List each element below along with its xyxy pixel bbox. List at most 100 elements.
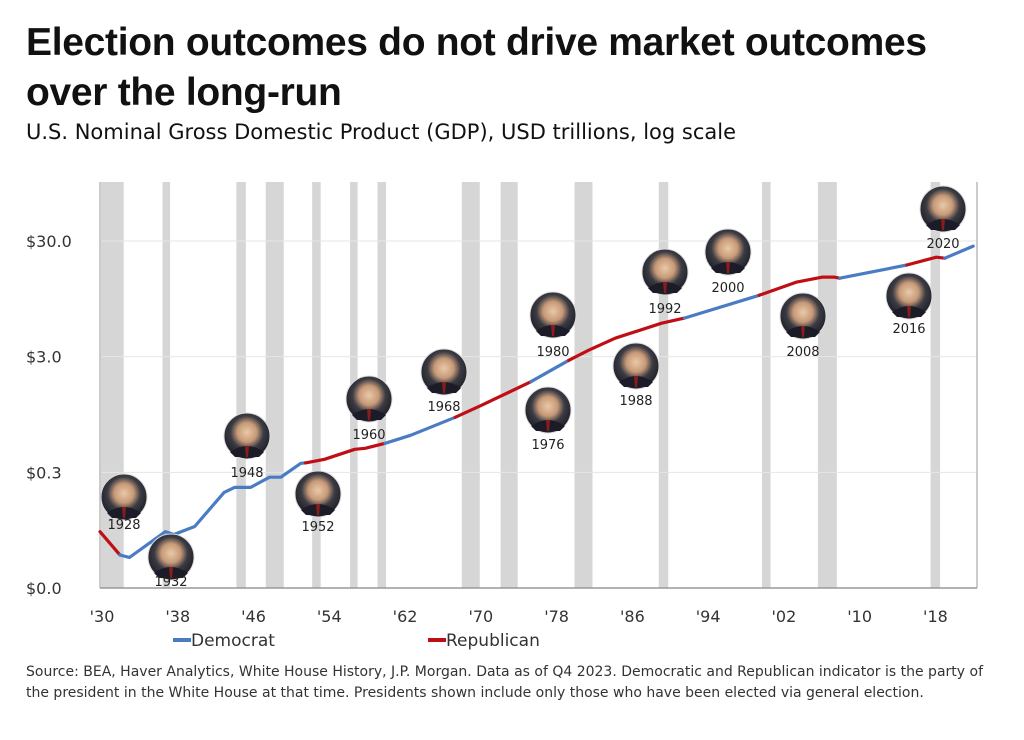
- president-portrait-icon: [223, 412, 271, 460]
- y-tick-label: $0.3: [26, 463, 62, 482]
- president-portrait-icon: [641, 248, 689, 296]
- annotation-year: 1968: [427, 400, 460, 415]
- shaded-period: [461, 182, 480, 588]
- tie-icon: [551, 325, 555, 336]
- president-annotation: 1968: [420, 348, 468, 415]
- source-note: Source: BEA, Haver Analytics, White Hous…: [26, 664, 983, 701]
- president-annotation: 1980: [529, 291, 577, 360]
- shaded-period: [500, 182, 518, 588]
- democrat-line-segment: [682, 293, 761, 320]
- president-portrait-icon: [345, 375, 393, 423]
- democrat-line-segment: [383, 415, 457, 445]
- annotation-year: 1992: [648, 302, 681, 317]
- president-portrait-icon: [779, 292, 827, 340]
- republican-line-segment: [303, 441, 387, 465]
- x-tick-label: '02: [772, 607, 797, 626]
- x-tick-label: '10: [847, 607, 872, 626]
- x-tick-label: '46: [241, 607, 266, 626]
- x-tick-label: '54: [317, 607, 342, 626]
- president-portrait-icon: [524, 386, 572, 434]
- tie-icon: [169, 567, 173, 578]
- tie-icon: [907, 306, 911, 317]
- shaded-period: [162, 182, 171, 588]
- president-portrait-icon: [100, 473, 148, 521]
- annotation-year: 1960: [352, 428, 385, 443]
- legend-label-democrat: Democrat: [191, 631, 275, 651]
- annotation-year: 2000: [711, 281, 744, 296]
- president-annotation: 2000: [704, 228, 752, 296]
- president-portrait-icon: [147, 533, 195, 581]
- president-annotation: 1960: [345, 375, 393, 443]
- chart-subtitle: U.S. Nominal Gross Domestic Product (GDP…: [26, 120, 736, 144]
- tie-icon: [801, 326, 805, 337]
- shaded-period: [265, 182, 284, 588]
- y-tick-label: $3.0: [26, 348, 62, 367]
- president-annotation: 2016: [885, 272, 933, 337]
- x-tick-label: '30: [90, 607, 115, 626]
- shaded-period: [312, 182, 321, 588]
- x-tick-label: '62: [393, 607, 418, 626]
- annotation-year: 1988: [619, 394, 652, 409]
- chart-title: Election outcomes do not drive market ou…: [26, 21, 927, 114]
- republican-line-segment: [98, 530, 122, 557]
- president-annotation: 1992: [641, 248, 689, 317]
- shaded-period: [762, 182, 771, 588]
- president-annotation: 1948: [223, 412, 271, 481]
- tie-icon: [245, 446, 249, 457]
- republican-line-segment: [905, 255, 947, 267]
- democrat-line-segment: [118, 461, 308, 560]
- republican-line-segment: [567, 316, 686, 362]
- president-portrait-icon: [529, 291, 577, 339]
- annotation-year: 2020: [926, 237, 959, 252]
- president-annotation: 1932: [147, 533, 195, 590]
- x-tick-label: '86: [620, 607, 645, 626]
- president-annotation: 2008: [779, 292, 827, 360]
- tie-icon: [634, 376, 638, 387]
- x-tick-label: '94: [696, 607, 721, 626]
- president-annotation: 2020: [919, 185, 967, 252]
- tie-icon: [122, 507, 126, 518]
- president-portrait-icon: [420, 348, 468, 396]
- president-portrait-icon: [294, 470, 342, 518]
- shaded-period: [236, 182, 246, 588]
- president-portrait-icon: [704, 228, 752, 276]
- shaded-period: [817, 182, 837, 588]
- annotation-year: 1976: [531, 438, 564, 453]
- tie-icon: [941, 219, 945, 230]
- republican-line-segment: [757, 275, 842, 297]
- tie-icon: [726, 262, 730, 273]
- president-portrait-icon: [612, 342, 660, 390]
- president-annotation: 1988: [612, 342, 660, 409]
- president-portrait-icon: [885, 272, 933, 320]
- x-tick-label: '70: [468, 607, 493, 626]
- tie-icon: [316, 504, 320, 515]
- annotation-year: 1952: [301, 520, 334, 535]
- annotation-year: 1948: [230, 466, 263, 481]
- tie-icon: [367, 409, 371, 420]
- annotation-year: 2016: [892, 322, 925, 337]
- annotation-year: 1932: [154, 575, 187, 590]
- legend-label-republican: Republican: [446, 631, 540, 651]
- democrat-line-segment: [943, 244, 975, 260]
- president-annotation: 1952: [294, 470, 342, 535]
- annotation-year: 2008: [786, 345, 819, 360]
- democrat-line-segment: [838, 263, 909, 280]
- y-tick-label: $30.0: [26, 232, 72, 251]
- tie-icon: [442, 382, 446, 393]
- president-annotation: 1928: [100, 473, 148, 533]
- x-tick-label: '38: [165, 607, 190, 626]
- president-portrait-icon: [919, 185, 967, 233]
- tie-icon: [546, 420, 550, 431]
- shaded-period: [658, 182, 669, 588]
- annotation-year: 1980: [536, 345, 569, 360]
- x-tick-label: '78: [544, 607, 569, 626]
- y-tick-label: $0.0: [26, 579, 62, 598]
- tie-icon: [663, 282, 667, 293]
- x-tick-label: '18: [923, 607, 948, 626]
- shaded-period: [574, 182, 593, 588]
- democrat-line-segment: [529, 358, 571, 384]
- president-annotation: 1976: [524, 386, 572, 453]
- shaded-period: [930, 182, 941, 588]
- annotation-year: 1928: [107, 518, 140, 533]
